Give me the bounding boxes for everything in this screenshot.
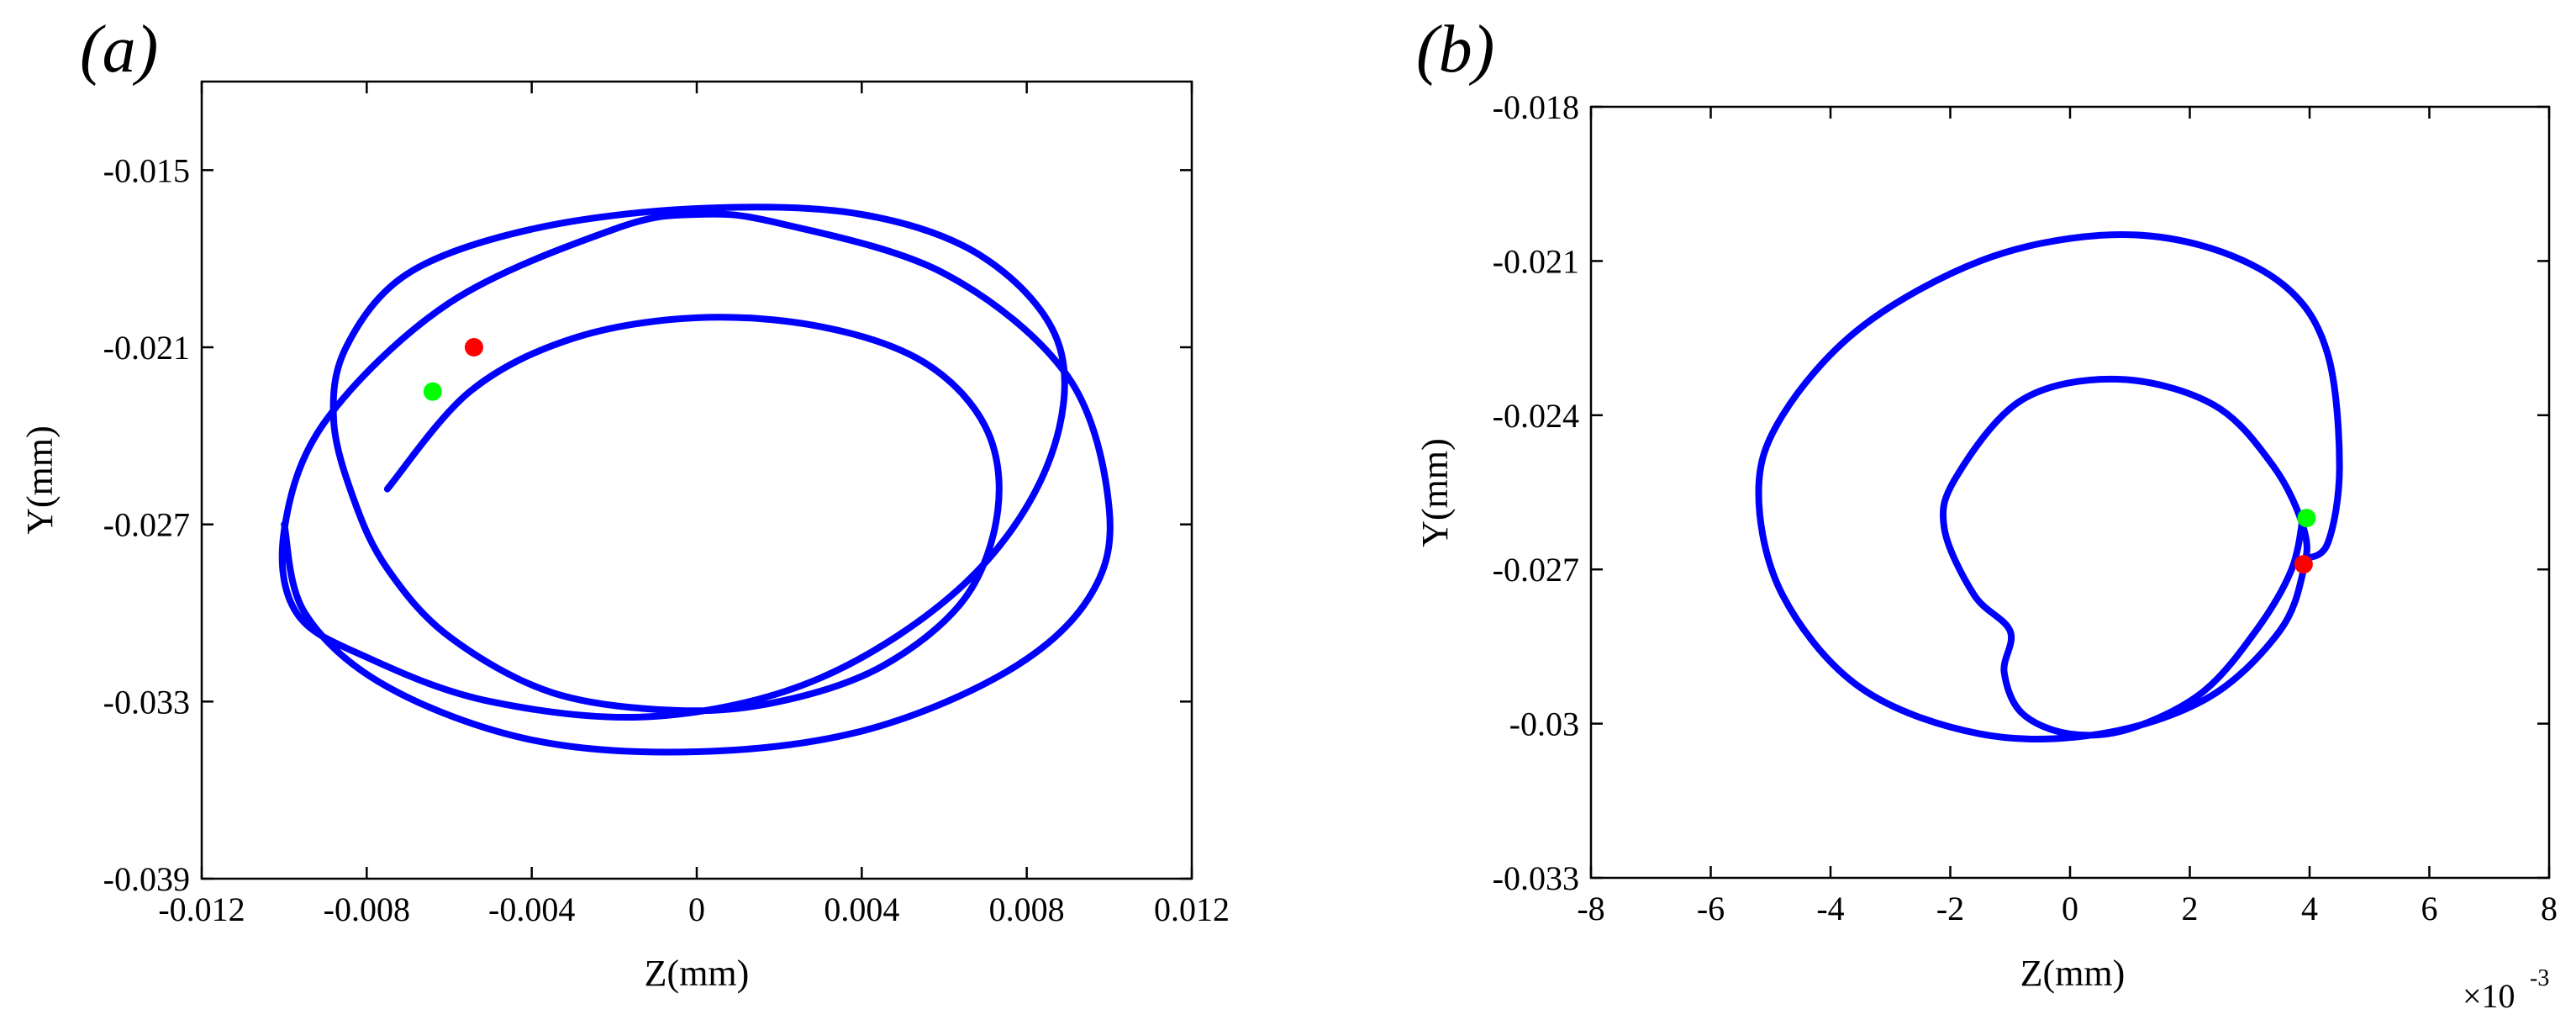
x-axis-label-a: Z(mm) [645,953,750,994]
x-tick-label: 2 [2182,890,2199,927]
y-tick-label: -0.033 [103,683,190,721]
y-tick-label: -0.021 [1493,242,1579,280]
x-tick-label: -6 [1697,890,1725,927]
x-tick-label: 0.008 [989,890,1065,928]
start-marker [2294,555,2313,574]
axes-box-a [200,80,1193,880]
panel-label-a: (a) [80,13,158,87]
x-tick-label: 4 [2301,890,2318,927]
trajectory-line-a [278,203,1114,756]
x-tick-label: -2 [1936,890,1964,927]
panel-a: (a) -0.012 -0.008 -0.004 0 0.004 0.008 0.012 -… [19,13,1230,994]
x-tick-labels-b: -8 -6 -4 -2 0 2 4 6 8 [1577,890,2558,927]
x-tick-label: 8 [2541,890,2558,927]
x-scale-exponent: -3 [2530,965,2549,991]
y-tick-labels-b: -0.033 -0.03 -0.027 -0.024 -0.021 -0.018 [1493,88,1579,897]
x-tick-label: -8 [1577,890,1604,927]
end-marker [423,382,442,401]
x-scale-base: ×10 [2463,977,2515,1015]
y-tick-label: -0.03 [1509,705,1579,743]
x-tick-label: -0.004 [488,890,575,928]
trajectory-line-b [1755,230,2343,742]
markers-a [423,338,483,401]
axes-box-b [1589,105,2551,880]
x-tick-label: 0.012 [1154,890,1230,928]
x-tick-labels-a: -0.012 -0.008 -0.004 0 0.004 0.008 0.012 [158,890,1230,928]
start-marker [464,338,483,357]
y-tick-label: -0.024 [1493,397,1579,435]
x-tick-label: -4 [1816,890,1844,927]
y-tick-label: -0.039 [103,860,190,898]
axes-ticks-b [1589,105,2551,880]
y-tick-label: -0.027 [103,506,190,544]
x-tick-label: 6 [2421,890,2438,927]
panel-b: (b) -8 -6 -4 -2 0 2 4 6 8 -0.033 -0.03 -0.027 -0.02… [1414,13,2558,1015]
y-axis-label-b: Y(mm) [1414,438,1456,547]
x-tick-label: 0 [2062,890,2078,927]
y-tick-label: -0.021 [103,329,190,367]
x-scale-factor-b: ×10 -3 [2463,965,2549,1015]
y-tick-label: -0.018 [1493,88,1579,126]
markers-b [2294,509,2316,574]
y-tick-labels-a: -0.039 -0.033 -0.027 -0.021 -0.015 [103,151,190,898]
panel-label-b: (b) [1416,13,1494,87]
x-axis-label-b: Z(mm) [2020,953,2126,994]
y-tick-label: -0.027 [1493,551,1579,589]
y-tick-label: -0.015 [103,151,190,189]
end-marker [2297,509,2316,528]
y-tick-label: -0.033 [1493,859,1579,897]
x-tick-label: 0.004 [824,890,899,928]
x-tick-label: -0.012 [158,890,245,928]
y-axis-label-a: Y(mm) [19,425,61,535]
x-tick-label: 0 [688,890,705,928]
x-tick-label: -0.008 [324,890,410,928]
